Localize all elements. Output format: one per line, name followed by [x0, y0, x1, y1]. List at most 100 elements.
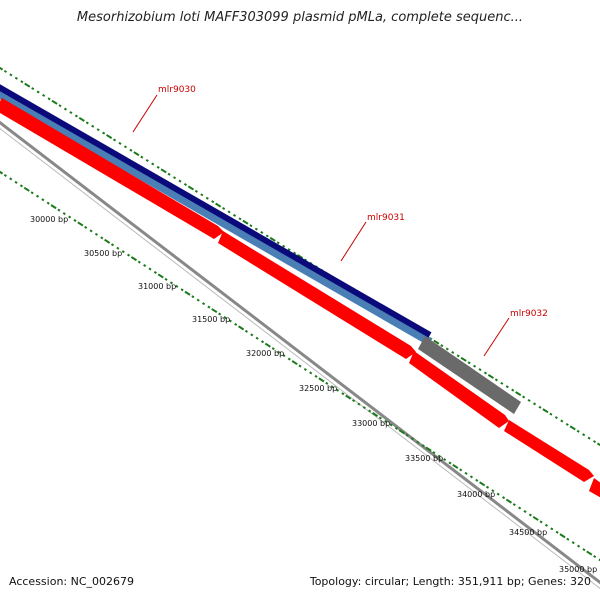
major-tick [596, 442, 600, 447]
minor-tick [357, 402, 361, 406]
position-labels: 30000 bp 30500 bp 31000 bp 31500 bp 3200… [30, 215, 597, 574]
minor-tick [112, 138, 117, 142]
minor-tick [271, 347, 275, 351]
major-tick [532, 515, 539, 521]
minor-tick [73, 219, 77, 222]
major-tick [242, 219, 249, 225]
minor-tick [20, 80, 24, 84]
minor-tick [42, 93, 46, 97]
minor-tick [35, 194, 40, 198]
minor-tick [121, 250, 125, 254]
minor-tick [102, 131, 106, 135]
major-tick [586, 550, 593, 556]
major-tick [569, 425, 576, 431]
minor-tick [576, 429, 580, 433]
minor-tick [123, 145, 128, 149]
minor-tick [194, 189, 198, 193]
minor-tick [62, 212, 66, 216]
minor-tick [565, 422, 569, 426]
minor-tick [207, 305, 211, 309]
major-tick [452, 463, 459, 469]
topology-summary: Topology: circular; Length: 351,911 bp; … [309, 575, 591, 588]
major-tick [24, 82, 31, 88]
minor-tick [593, 555, 597, 559]
minor-tick [394, 426, 398, 430]
minor-tick [47, 97, 51, 101]
reverse-cds-arrow-1[interactable] [0, 98, 224, 239]
minor-tick [255, 336, 259, 340]
minor-tick [260, 340, 265, 344]
minor-tick [143, 264, 147, 268]
minor-tick [432, 451, 436, 455]
minor-tick [249, 224, 253, 228]
minor-tick [287, 357, 291, 361]
minor-tick [292, 251, 297, 255]
major-tick [78, 116, 85, 122]
minor-tick [384, 419, 388, 423]
minor-tick [445, 347, 449, 351]
minor-tick [232, 213, 237, 217]
minor-tick [58, 104, 62, 108]
minor-tick [518, 506, 522, 510]
reverse-cds-arrow-2[interactable] [218, 231, 416, 359]
reverse-cds-arrow-3[interactable] [409, 351, 509, 428]
gene-label-mlr9031[interactable]: mlr9031 [367, 213, 405, 223]
major-tick [542, 408, 549, 414]
minor-tick [522, 395, 526, 399]
minor-tick [494, 378, 498, 382]
minor-tick [167, 172, 171, 176]
position-label: 31500 bp [192, 315, 230, 324]
minor-tick [244, 329, 248, 333]
position-label: 30000 bp [30, 215, 68, 224]
major-tick [51, 99, 58, 105]
minor-tick [218, 312, 222, 316]
minor-tick [140, 155, 144, 159]
major-tick [318, 377, 325, 383]
minor-tick [205, 196, 209, 200]
minor-tick [443, 458, 447, 462]
position-label: 31000 bp [138, 282, 176, 291]
position-label: 35000 bp [559, 565, 597, 574]
gene-label-mlr9032[interactable]: mlr9032 [510, 309, 548, 319]
minor-tick [511, 388, 515, 392]
reverse-cds-arrow-4[interactable] [504, 420, 594, 482]
minor-tick [362, 406, 366, 410]
position-label: 34000 bp [457, 490, 495, 499]
minor-tick [341, 392, 345, 396]
minor-tick [314, 374, 318, 378]
minor-tick [303, 367, 307, 371]
minor-tick [91, 124, 95, 128]
gene-mlr9032-feature[interactable] [418, 336, 521, 414]
major-tick [77, 221, 84, 227]
gene-label-mlr9030[interactable]: mlr9030 [158, 85, 196, 95]
major-tick [269, 236, 276, 242]
minor-tick [169, 281, 173, 285]
minor-tick [512, 503, 516, 507]
minor-tick [582, 548, 586, 552]
minor-tick [74, 114, 78, 118]
minor-tick [464, 471, 468, 475]
minor-tick [254, 227, 258, 231]
minor-tick [148, 267, 152, 271]
major-tick [296, 254, 304, 259]
minor-tick [265, 234, 269, 238]
minor-tick [250, 333, 254, 337]
major-tick [23, 186, 30, 192]
minor-tick [118, 141, 122, 145]
minor-tick [175, 284, 179, 288]
minor-tick [46, 201, 50, 205]
minor-tick [211, 200, 215, 204]
minor-tick [410, 437, 415, 441]
callout-mlr9032 [483, 317, 510, 357]
minor-tick [571, 541, 575, 545]
sequence-backbone-outer [0, 120, 600, 585]
minor-tick [196, 298, 200, 302]
reverse-cds-arrow-5[interactable] [589, 478, 600, 500]
minor-tick [63, 107, 68, 111]
minor-tick [378, 416, 382, 420]
minor-tick [459, 468, 463, 472]
major-tick [371, 412, 379, 417]
minor-tick [437, 454, 441, 458]
inner-tick-track [0, 170, 600, 562]
